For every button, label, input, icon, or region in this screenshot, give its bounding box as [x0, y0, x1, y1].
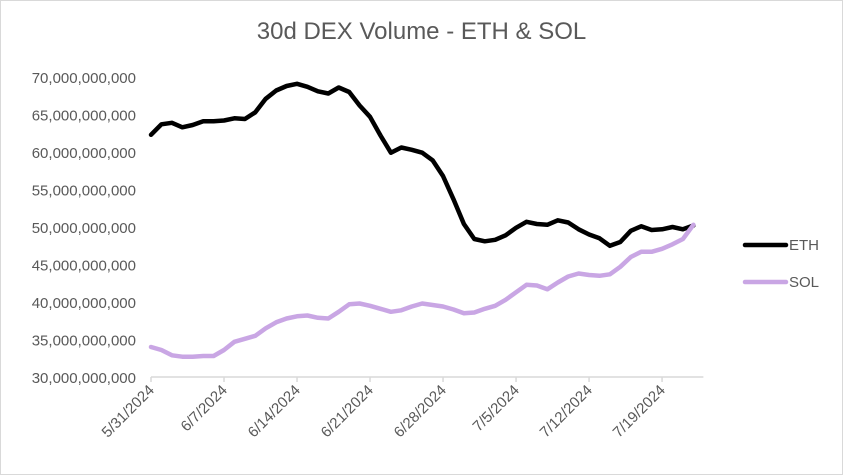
x-tick-label: 6/21/2024	[318, 382, 377, 441]
series-line-sol	[148, 222, 696, 359]
x-tick-label: 7/5/2024	[470, 382, 523, 435]
x-tick-label: 7/19/2024	[610, 382, 669, 441]
x-tick-label: 7/12/2024	[537, 382, 596, 441]
x-tick-label: 6/28/2024	[391, 382, 450, 441]
x-tick-label: 6/7/2024	[178, 382, 231, 435]
series-line-eth	[148, 81, 696, 249]
legend-label-eth: ETH	[789, 237, 819, 254]
y-tick-label: 40,000,000,000	[32, 295, 136, 312]
legend-label-sol: SOL	[789, 274, 819, 291]
x-tick-label: 6/14/2024	[245, 382, 304, 441]
y-tick-label: 65,000,000,000	[32, 108, 136, 125]
y-tick-label: 45,000,000,000	[32, 258, 136, 275]
x-tick-label: 5/31/2024	[99, 382, 158, 441]
y-tick-label: 35,000,000,000	[32, 333, 136, 350]
y-tick-label: 70,000,000,000	[32, 70, 136, 87]
y-tick-label: 50,000,000,000	[32, 220, 136, 237]
y-tick-label: 60,000,000,000	[32, 145, 136, 162]
y-tick-label: 55,000,000,000	[32, 183, 136, 200]
chart-title: 30d DEX Volume - ETH & SOL	[256, 18, 587, 45]
y-tick-label: 30,000,000,000	[32, 370, 136, 387]
